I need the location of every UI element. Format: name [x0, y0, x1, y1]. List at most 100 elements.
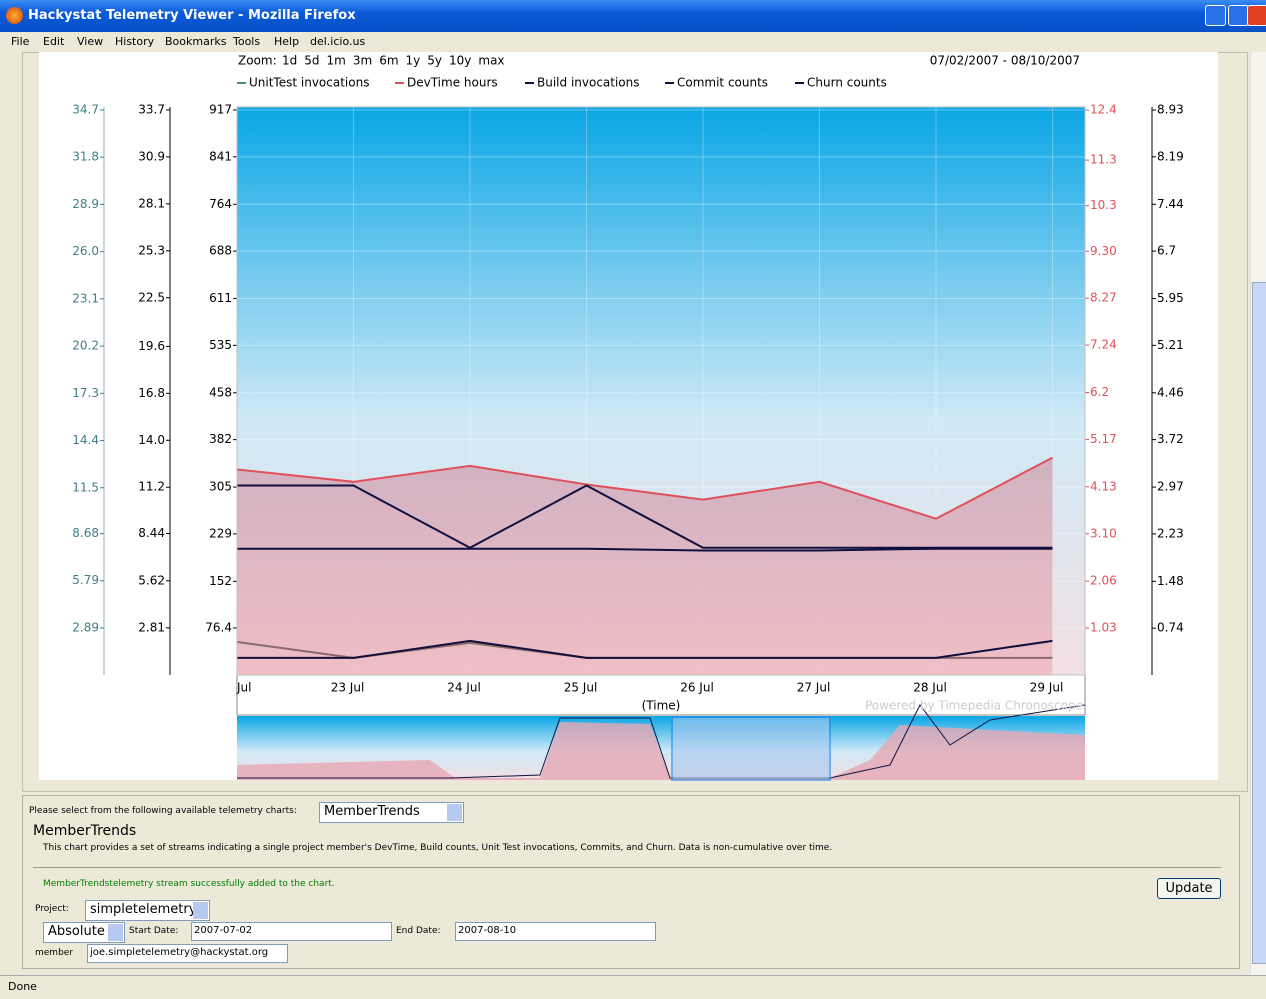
menu-item[interactable]: View — [77, 35, 104, 48]
scrollbar[interactable] — [1250, 52, 1266, 975]
window-title: Hackystat Telemetry Viewer - Mozilla Fir… — [28, 8, 356, 23]
y-tick-label: 8.68 — [72, 526, 99, 540]
menu-item[interactable]: Edit — [43, 35, 65, 48]
form-panel: Please select from the following availab… — [22, 795, 1240, 969]
y-tick-label: 8.93 — [1157, 103, 1184, 117]
y-tick-label: 2.23 — [1157, 526, 1184, 540]
update-button[interactable]: Update — [1157, 878, 1221, 899]
legend-label: DevTime hours — [407, 76, 498, 90]
menu-item[interactable]: del.icio.us — [310, 35, 366, 48]
y-tick-label: 229 — [209, 526, 232, 540]
zoom-option[interactable]: 10y — [449, 54, 471, 68]
zoom-option[interactable]: 1y — [406, 54, 421, 68]
series-line — [237, 639, 1053, 659]
firefox-icon — [6, 7, 23, 24]
x-tick-label: 27 Jul — [797, 681, 831, 695]
menu-item[interactable]: Bookmarks — [165, 35, 227, 48]
mode-select[interactable]: Absolute — [43, 922, 125, 943]
menu-item[interactable]: File — [11, 35, 30, 48]
end-label: End Date: — [396, 926, 441, 936]
y-tick-label: 11.5 — [72, 480, 99, 494]
legend-label: Commit counts — [677, 76, 768, 90]
credit: Powered by Timepedia Chronoscope — [865, 699, 1083, 713]
separator — [33, 867, 1221, 868]
project-select[interactable]: simpletelemetry — [85, 900, 210, 921]
zoom-option[interactable]: 3m — [353, 54, 372, 68]
y-tick-label: 17.3 — [72, 386, 99, 400]
status-text: Done — [8, 980, 37, 993]
y-tick-label: 841 — [209, 149, 232, 163]
menu-item[interactable]: Tools — [233, 35, 261, 48]
y-tick-label: 6.7 — [1157, 244, 1176, 258]
y-tick-label: 26.0 — [72, 244, 99, 258]
y-tick-label: 14.0 — [138, 433, 165, 447]
y-tick-label: 0.74 — [1157, 621, 1184, 635]
scroll-thumb[interactable] — [1252, 282, 1266, 964]
y-tick-label: 12.4 — [1090, 103, 1117, 117]
legend-label: Build invocations — [537, 76, 640, 90]
y-tick-label: 382 — [209, 432, 232, 446]
y-tick-label: 152 — [209, 574, 232, 588]
member-label: member — [35, 948, 74, 958]
y-tick-label: 4.13 — [1090, 479, 1117, 493]
y-tick-label: 11.3 — [1090, 153, 1117, 167]
title-bar: Hackystat Telemetry Viewer - Mozilla Fir… — [0, 0, 1266, 32]
y-tick-label: 535 — [209, 338, 232, 352]
chart-select[interactable]: MemberTrends — [319, 802, 464, 823]
y-tick-label: 16.8 — [138, 386, 165, 400]
y-tick-label: 7.44 — [1157, 197, 1184, 211]
series-line — [236, 456, 1053, 520]
y-tick-label: 5.17 — [1090, 432, 1117, 446]
y-tick-label: 2.89 — [72, 620, 99, 634]
zoom-option[interactable]: 1d — [282, 54, 297, 68]
y-tick-label: 19.6 — [138, 339, 165, 353]
legend-label: Churn counts — [807, 76, 887, 90]
project-label: Project: — [35, 904, 69, 914]
start-input[interactable]: 2007-07-02 — [191, 922, 392, 941]
zoom-option[interactable]: 5y — [427, 54, 442, 68]
y-tick-label: 611 — [209, 291, 232, 305]
y-tick-label: 8.27 — [1090, 291, 1117, 305]
member-input[interactable]: joe.simpletelemetry@hackystat.org — [87, 944, 288, 963]
overview-line — [237, 704, 1086, 779]
y-tick-label: 5.62 — [138, 573, 165, 587]
series-area — [237, 457, 1053, 675]
close-button[interactable] — [1247, 5, 1266, 26]
x-tick-label: 25 Jul — [564, 681, 598, 695]
y-tick-label: 20.2 — [72, 339, 99, 353]
menu-item[interactable]: History — [115, 35, 155, 48]
y-tick-label: 14.4 — [72, 433, 99, 447]
x-tick-label: 23 Jul — [331, 681, 365, 695]
y-tick-label: 76.4 — [205, 620, 232, 634]
y-tick-label: 10.3 — [1090, 198, 1117, 212]
end-input[interactable]: 2007-08-10 — [455, 922, 656, 941]
plot-border — [236, 106, 1086, 676]
y-tick-label: 6.2 — [1090, 385, 1109, 399]
y-tick-label: 2.81 — [138, 620, 165, 634]
overview-area — [237, 722, 1085, 780]
y-tick-label: 34.7 — [72, 103, 99, 117]
y-tick-label: 1.03 — [1090, 621, 1117, 635]
y-tick-label: 4.46 — [1157, 385, 1184, 399]
x-tick-label: 24 Jul — [447, 681, 481, 695]
minimize-button[interactable] — [1205, 5, 1226, 26]
y-tick-label: 5.21 — [1157, 338, 1184, 352]
overview-selection[interactable] — [671, 716, 831, 781]
zoom-option[interactable]: 6m — [379, 54, 398, 68]
menu-item[interactable]: Help — [274, 35, 300, 48]
x-tick-label: Jul — [236, 681, 251, 695]
select-prompt: Please select from the following availab… — [29, 806, 297, 816]
y-tick-label: 5.79 — [72, 573, 99, 587]
y-tick-label: 764 — [209, 197, 232, 211]
zoom-label: Zoom: — [238, 54, 277, 68]
zoom-option[interactable]: max — [478, 54, 504, 68]
status-message: MemberTrendstelemetry stream successfull… — [43, 879, 335, 889]
y-tick-label: 3.10 — [1090, 526, 1117, 540]
y-tick-label: 8.44 — [138, 526, 165, 540]
zoom-option[interactable]: 1m — [327, 54, 346, 68]
y-tick-label: 28.1 — [138, 196, 165, 210]
y-tick-label: 305 — [209, 480, 232, 494]
series-line — [237, 547, 1053, 552]
zoom-option[interactable]: 5d — [304, 54, 319, 68]
